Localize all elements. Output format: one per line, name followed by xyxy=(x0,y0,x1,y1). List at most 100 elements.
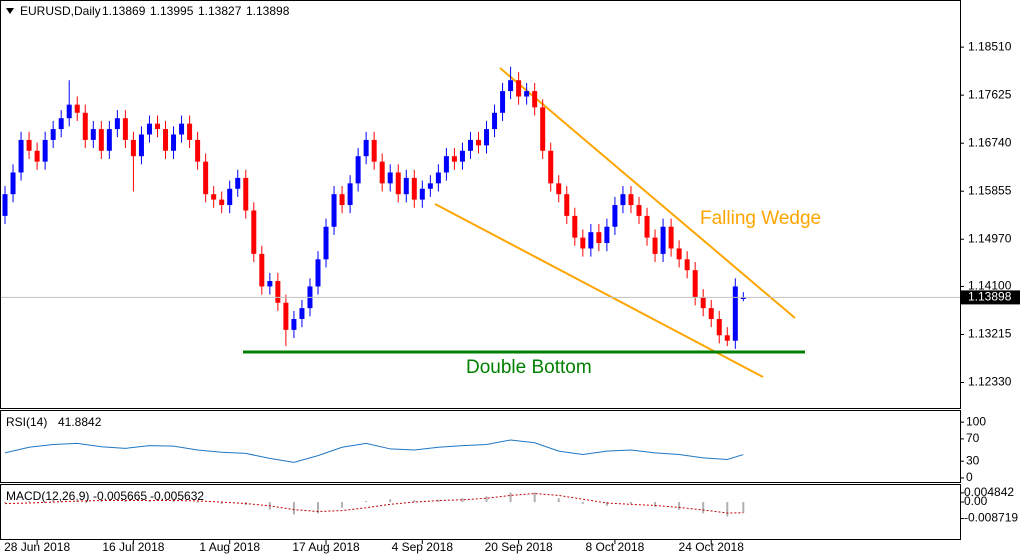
rsi-panel xyxy=(0,410,961,483)
macd-bar xyxy=(220,502,223,504)
y-tick-label: 1.14970 xyxy=(968,231,1012,245)
candle-body xyxy=(163,129,169,151)
candle-body xyxy=(18,139,24,173)
candle-body xyxy=(146,123,152,135)
x-tick-label: 8 Oct 2018 xyxy=(586,540,645,554)
candle-body xyxy=(10,172,16,195)
candle-body xyxy=(34,150,40,162)
macd-bar xyxy=(172,500,175,503)
candle-body xyxy=(443,156,449,173)
candle-body xyxy=(98,129,104,151)
macd-bar xyxy=(100,500,103,503)
macd-signal-value: -0.005632 xyxy=(150,489,204,503)
symbol-title: EURUSD,Daily xyxy=(20,4,101,18)
macd-bar xyxy=(413,500,416,503)
x-tick-label: 24 Oct 2018 xyxy=(679,540,745,554)
annotations: Falling Wedge Double Bottom xyxy=(243,67,821,378)
rsi-line xyxy=(4,439,744,463)
candle-body xyxy=(508,80,514,92)
x-tick-label: 1 Aug 2018 xyxy=(199,540,260,554)
y-tick-label: 1.12330 xyxy=(968,375,1012,389)
menu-arrow[interactable] xyxy=(6,8,14,14)
candle-body xyxy=(323,226,329,260)
macd-bar xyxy=(557,498,560,503)
macd-bar xyxy=(485,496,488,503)
candle-body xyxy=(187,123,193,140)
candle-body xyxy=(548,150,554,184)
candle-body xyxy=(588,232,594,249)
candle-body xyxy=(700,297,706,309)
candle-body xyxy=(427,183,433,189)
y-tick-label: 100 xyxy=(966,414,986,428)
candle-body xyxy=(387,172,393,184)
candle-body xyxy=(411,177,417,200)
y-tick-label: 1.15855 xyxy=(968,183,1012,197)
candle-body xyxy=(211,194,217,200)
macd-bar xyxy=(341,502,344,508)
candle-body xyxy=(90,129,96,140)
candle-body xyxy=(740,297,746,299)
macd-bar xyxy=(509,492,512,503)
candle-body xyxy=(347,183,353,206)
candle-body xyxy=(708,308,714,320)
macd-bar xyxy=(52,499,55,503)
candle-body xyxy=(644,215,650,238)
candle-body xyxy=(235,177,241,189)
candle-body xyxy=(732,286,738,341)
candle-body xyxy=(524,91,530,97)
candle-body xyxy=(283,302,289,330)
candle-body xyxy=(572,215,578,238)
candle-body xyxy=(484,129,490,146)
close-value: 1.13898 xyxy=(246,4,290,18)
macd-bar xyxy=(702,502,705,514)
candle-body xyxy=(676,248,682,260)
macd-bar xyxy=(124,500,127,503)
candle-body xyxy=(532,91,538,108)
candle-body xyxy=(636,205,642,216)
candle-body xyxy=(50,129,56,140)
y-tick-label: 0.00 xyxy=(964,494,988,508)
macd-bar xyxy=(533,492,536,503)
candle-body xyxy=(331,194,337,227)
candle-body xyxy=(138,134,144,157)
candle-body xyxy=(516,80,522,97)
candles xyxy=(2,66,746,349)
candle-body xyxy=(564,194,570,216)
candle-body xyxy=(2,194,8,216)
candle-body xyxy=(724,335,730,341)
candle-body xyxy=(259,253,265,287)
candle-body xyxy=(628,194,634,206)
open-value: 1.13869 xyxy=(102,4,146,18)
macd-bar xyxy=(28,501,31,503)
macd-bar xyxy=(365,501,368,503)
macd-bar xyxy=(316,502,319,514)
candle-body xyxy=(435,172,441,184)
double-bottom-label: Double Bottom xyxy=(466,357,592,378)
candle-body xyxy=(668,226,674,249)
y-tick-label: 1.17625 xyxy=(968,87,1012,101)
main-panel xyxy=(0,0,961,409)
rsi-value: 41.8842 xyxy=(58,415,102,429)
candle-body xyxy=(227,188,233,206)
candle-body xyxy=(66,104,72,119)
y-tick-label: 30 xyxy=(966,453,980,467)
candle-body xyxy=(684,259,690,271)
candle-body xyxy=(355,156,361,184)
macd-bar xyxy=(654,502,657,507)
panel-borders xyxy=(0,0,961,540)
macd-bar xyxy=(148,500,151,503)
candle-body xyxy=(660,226,666,254)
signal-line xyxy=(5,493,744,514)
candle-body xyxy=(604,226,610,244)
candle-body xyxy=(203,161,209,195)
candle-body xyxy=(556,183,562,195)
candle-body xyxy=(475,139,481,146)
candle-body xyxy=(371,139,377,162)
candle-body xyxy=(580,237,586,249)
candle-body xyxy=(26,139,32,151)
candle-body xyxy=(251,210,257,254)
candle-body xyxy=(122,118,128,140)
candle-body xyxy=(451,156,457,162)
macd-bar xyxy=(726,502,729,517)
